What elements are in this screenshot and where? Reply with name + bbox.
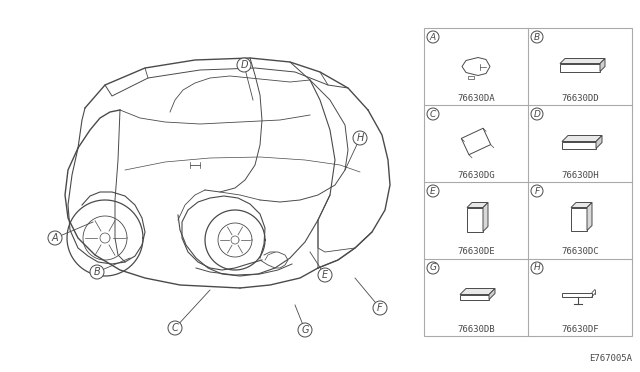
Text: A: A	[430, 32, 436, 42]
Circle shape	[353, 131, 367, 145]
Circle shape	[427, 31, 439, 43]
Circle shape	[531, 31, 543, 43]
Text: 76630DG: 76630DG	[457, 170, 495, 180]
Text: G: G	[301, 325, 308, 335]
Text: F: F	[534, 186, 540, 196]
Circle shape	[168, 321, 182, 335]
Text: D: D	[534, 109, 540, 119]
Text: 76630DE: 76630DE	[457, 247, 495, 257]
Text: B: B	[534, 32, 540, 42]
Bar	[424, 28, 632, 336]
Circle shape	[373, 301, 387, 315]
Circle shape	[427, 185, 439, 197]
Text: 76630DC: 76630DC	[561, 247, 599, 257]
Polygon shape	[560, 58, 605, 64]
Polygon shape	[460, 289, 495, 295]
Polygon shape	[562, 135, 602, 141]
Text: C: C	[172, 323, 179, 333]
Circle shape	[237, 58, 251, 72]
Polygon shape	[571, 202, 592, 208]
Text: F: F	[377, 303, 383, 313]
Text: E767005A: E767005A	[589, 354, 632, 363]
Polygon shape	[560, 64, 600, 71]
Polygon shape	[562, 141, 596, 148]
Polygon shape	[562, 292, 592, 296]
Polygon shape	[571, 208, 587, 231]
Circle shape	[531, 262, 543, 274]
Circle shape	[48, 231, 62, 245]
Circle shape	[318, 268, 332, 282]
Circle shape	[427, 262, 439, 274]
Circle shape	[531, 185, 543, 197]
Text: 76630DA: 76630DA	[457, 93, 495, 103]
Polygon shape	[600, 58, 605, 71]
Text: 76630DB: 76630DB	[457, 324, 495, 334]
Text: 76630DF: 76630DF	[561, 324, 599, 334]
Polygon shape	[587, 202, 592, 231]
Text: G: G	[429, 263, 436, 273]
Text: 76630DD: 76630DD	[561, 93, 599, 103]
Polygon shape	[489, 289, 495, 299]
Circle shape	[427, 108, 439, 120]
Text: C: C	[430, 109, 436, 119]
Polygon shape	[596, 135, 602, 148]
Text: E: E	[322, 270, 328, 280]
Circle shape	[298, 323, 312, 337]
Text: H: H	[534, 263, 540, 273]
Polygon shape	[483, 202, 488, 231]
Text: 76630DH: 76630DH	[561, 170, 599, 180]
Polygon shape	[467, 202, 488, 208]
Text: A: A	[52, 233, 58, 243]
Circle shape	[531, 108, 543, 120]
Text: H: H	[356, 133, 364, 143]
Polygon shape	[460, 295, 489, 299]
Text: E: E	[430, 186, 436, 196]
Circle shape	[90, 265, 104, 279]
Polygon shape	[467, 208, 483, 231]
Text: B: B	[93, 267, 100, 277]
Text: D: D	[240, 60, 248, 70]
